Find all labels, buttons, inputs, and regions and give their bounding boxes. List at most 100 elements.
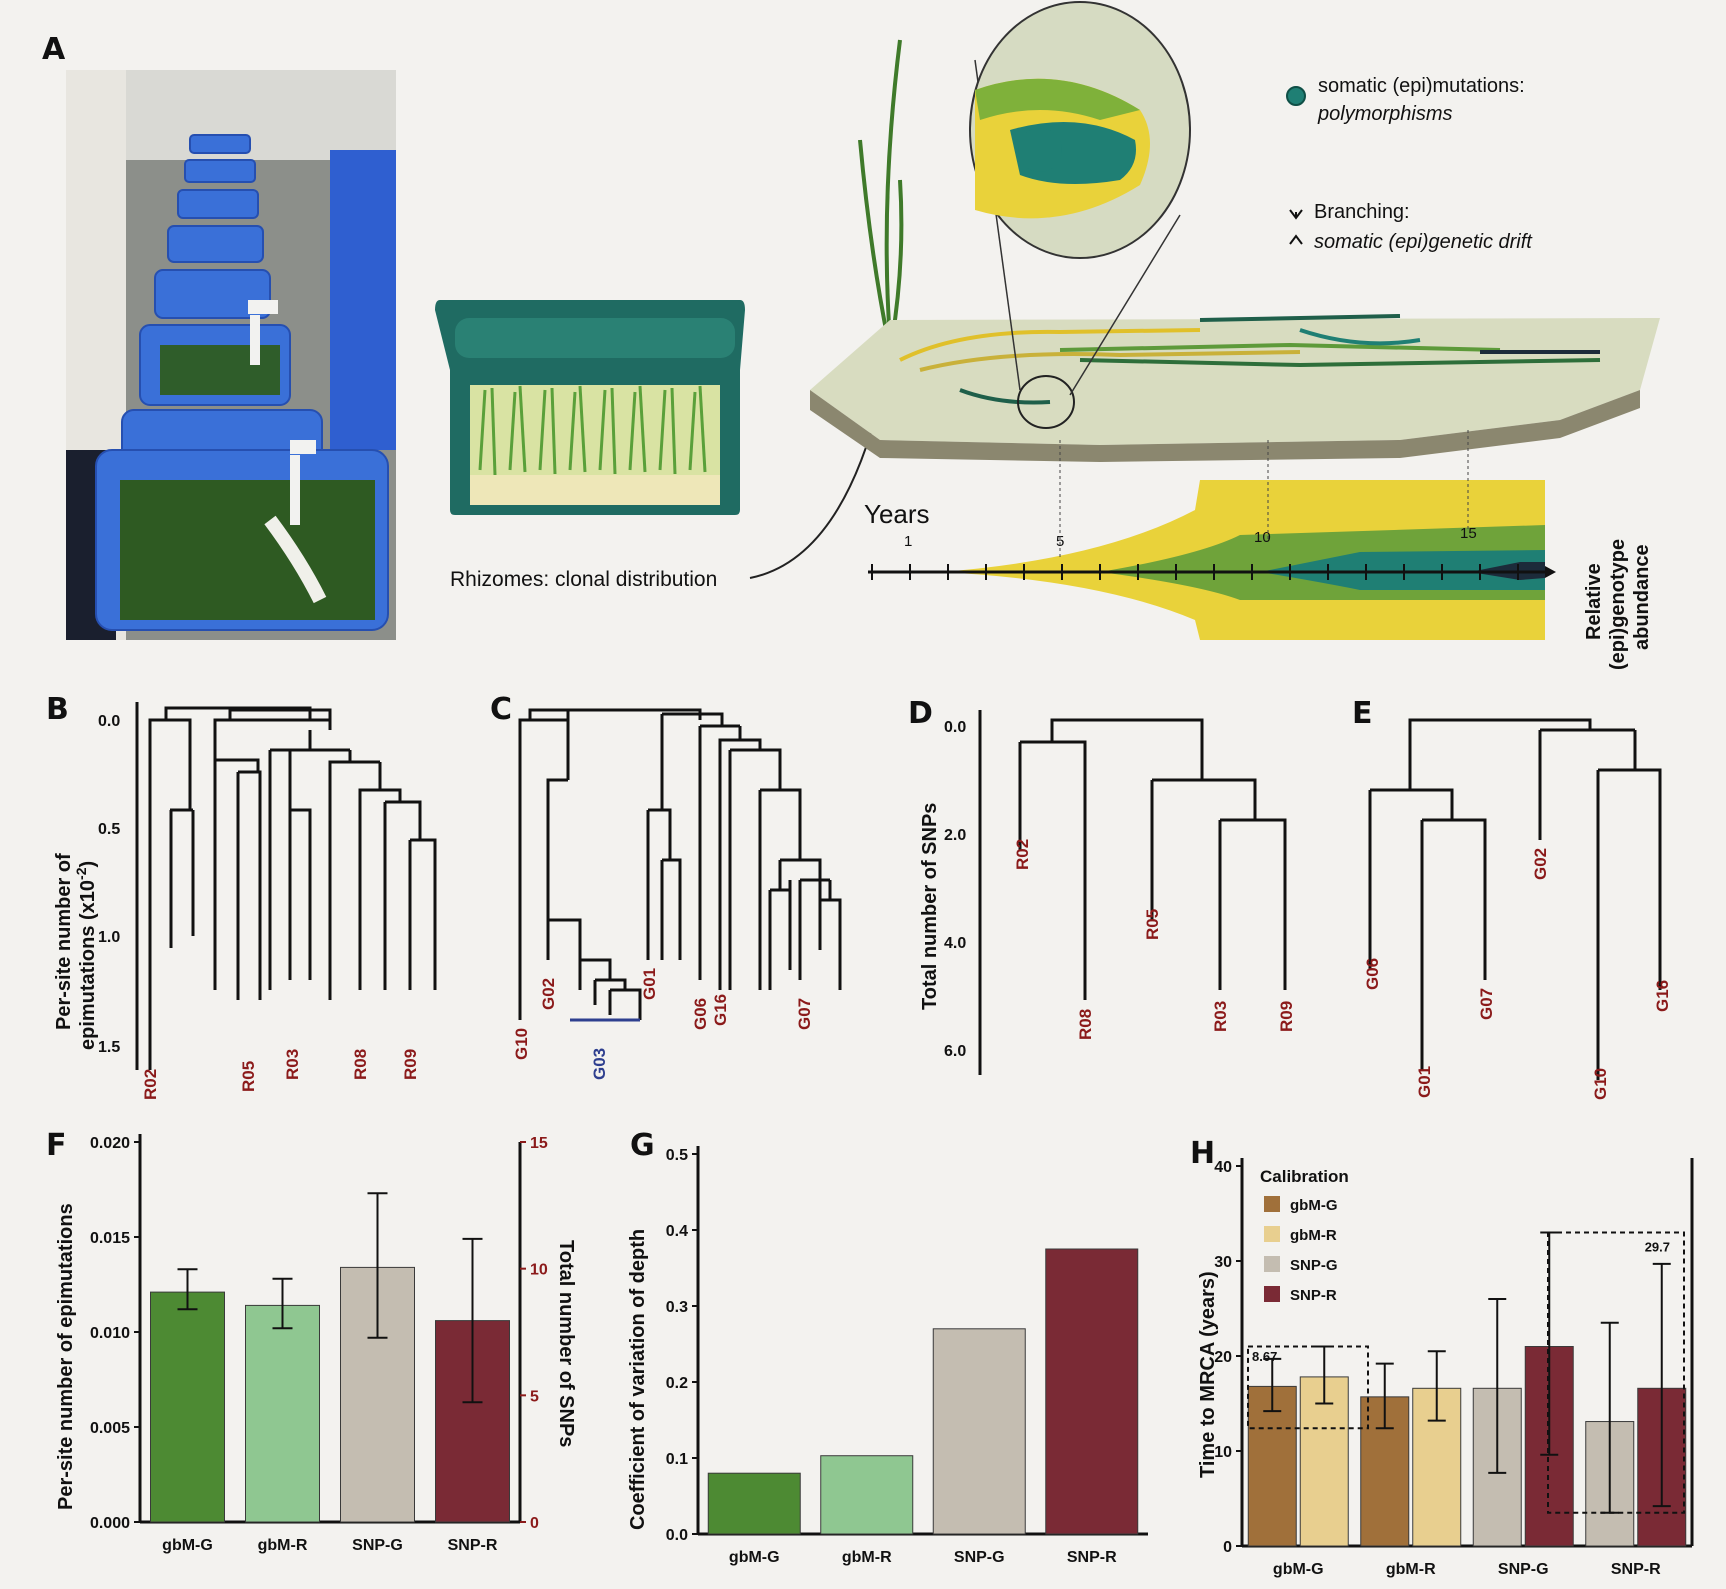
y2-tick-label: 0 [530,1515,539,1532]
panel-g-ylabel: Coefficient of variation of depth [627,1229,649,1530]
y-tick-label: 0.000 [90,1515,130,1532]
y-tick-label: 0.0 [666,1527,688,1544]
x-tick-label: gbM-G [1273,1561,1324,1578]
x-tick-label: SNP-R [1067,1549,1117,1566]
magnified-view [969,1,1191,396]
x-tick-label: gbM-G [729,1549,780,1566]
panel-h-ylabel: Time to MRCA (years) [1197,1271,1219,1478]
panel-e-leaf: G02 [1531,848,1550,880]
panel-g: Coefficient of variation of depth 0.0 0.1… [627,1146,1148,1566]
panel-d: Total number of SNPs 0.0 2.0 4.0 6.0 R02… [919,710,1296,1075]
abundance-line3: abundance [1631,544,1653,650]
seagrass-illustration [858,39,904,341]
tank-illustration [435,300,745,515]
panel-e-leaf: G16 [1653,980,1672,1012]
meadow-strip [810,314,1660,462]
annotation-label: 29.7 [1645,1240,1670,1255]
muller-plot: Years 1 5 10 15 Relative (epi)genotype a… [864,430,1653,670]
y-tick-label: 0.3 [666,1299,688,1316]
panel-b-tick-3: 1.5 [98,1039,120,1056]
panel-b-leaf: R05 [239,1061,258,1092]
panel-d-tick-2: 4.0 [944,935,966,952]
panel-d-leaf: R05 [1143,909,1162,940]
panel-h-legend: Calibration gbM-G gbM-R SNP-G SNP-R [1260,1167,1349,1304]
panel-c-leaf: G07 [795,998,814,1030]
legend-mutation-line1: somatic (epi)mutations: [1318,75,1525,97]
panel-letter-f: F [46,1128,67,1163]
legend-label: gbM-G [1290,1197,1337,1214]
panel-c-leaf: G02 [539,978,558,1010]
y2-tick-label: 5 [530,1388,539,1405]
panel-d-tick-0: 0.0 [944,719,966,736]
panel-b-dendrogram [148,706,437,1070]
panel-d-ylabel: Total number of SNPs [919,803,941,1010]
x-tick-label: gbM-R [258,1537,308,1554]
panel-b-leaf: R03 [283,1049,302,1080]
x-tick-label: SNP-R [448,1537,498,1554]
panel-a-legend: somatic (epi)mutations: polymorphisms Br… [1286,75,1533,253]
panel-letter-c: C [490,692,513,727]
y-tick-label: 0.020 [90,1135,130,1152]
panel-b: Per-site number of epimutations (x10-2) … [53,702,437,1100]
panel-a: Rhizomes: clonal distribution [66,1,1660,670]
y-tick-label: 0.015 [90,1230,130,1247]
panel-e: G06 G01 G07 G02 G10 G16 [1363,718,1672,1100]
g03-label: G03 [590,1048,609,1080]
y-tick-label: 10 [1214,1444,1232,1461]
panel-b-tick-1: 0.5 [98,821,120,838]
panel-b-ylabel-line2: epimutations (x10-2) [73,861,99,1050]
panel-b-leaf: R08 [351,1049,370,1080]
bar [1299,1376,1349,1547]
y-tick-label: 20 [1214,1349,1232,1366]
panel-d-leaf: R09 [1277,1001,1296,1032]
panel-e-leaf: G06 [1363,958,1382,990]
bar [150,1291,225,1523]
panel-e-leaf: G01 [1415,1066,1434,1098]
x-tick-label: SNP-R [1611,1561,1661,1578]
panel-e-dendrogram [1368,718,1662,1080]
panel-letter-h: H [1190,1136,1216,1171]
bar [707,1472,801,1535]
panel-b-tick-0: 0.0 [98,713,120,730]
x-tick-label: gbM-R [1386,1561,1436,1578]
panel-letter-g: G [630,1128,655,1163]
panel-f-ylabel: Per-site number of epimutations [55,1203,77,1510]
branching-icon [1289,209,1303,245]
panel-letter-e: E [1352,696,1373,731]
panel-d-leaf: R08 [1076,1009,1095,1040]
panel-c-leaf: G10 [512,1028,531,1060]
panel-d-tick-1: 2.0 [944,827,966,844]
dashed-box [1547,1231,1685,1514]
x-tick-label: SNP-G [954,1549,1005,1566]
panel-d-tick-3: 6.0 [944,1043,966,1060]
bar [245,1304,320,1523]
y-tick-label: 0.1 [666,1451,688,1468]
x-tick-label: gbM-R [842,1549,892,1566]
y-tick-label: 0.4 [666,1223,688,1240]
panel-c-leaf: G06 [691,998,710,1030]
panel-d-leaf: R03 [1211,1001,1230,1032]
panel-b-tick-2: 1.0 [98,929,120,946]
legend-branch-line1: Branching: [1314,201,1410,223]
annotation-label: 8.67 [1252,1349,1277,1364]
mutation-icon [1286,86,1306,106]
panel-f-y2label: Total number of SNPs [555,1240,577,1447]
chart-g: 0.0 0.1 0.2 0.3 0.4 0.5 gbM-G gbM-R SNP-G SNP-R [666,1146,1148,1566]
legend-swatch [1264,1226,1280,1242]
panel-c-dendrogram [518,708,842,1020]
abundance-line2: (epi)genotype [1607,539,1629,670]
timeline-tick-5: 5 [1056,533,1064,550]
bar [1247,1385,1297,1547]
legend-label: SNP-G [1290,1257,1338,1274]
bar [1045,1248,1139,1535]
legend-label: gbM-R [1290,1227,1337,1244]
abundance-line1: Relative [1583,563,1605,640]
y2-tick-label: 10 [530,1262,548,1279]
y2-tick-label: 15 [530,1135,548,1152]
panel-letter-d: D [908,696,933,731]
legend-mutation-line2: polymorphisms [1317,103,1452,125]
y-tick-label: 0.5 [666,1147,688,1164]
chart-f: 0.000 0.005 0.010 0.015 0.020 0 5 10 15 gbM-G gbM-… [90,1134,548,1554]
panel-c-leaf: G01 [640,968,659,1000]
tank-photo [66,70,396,640]
